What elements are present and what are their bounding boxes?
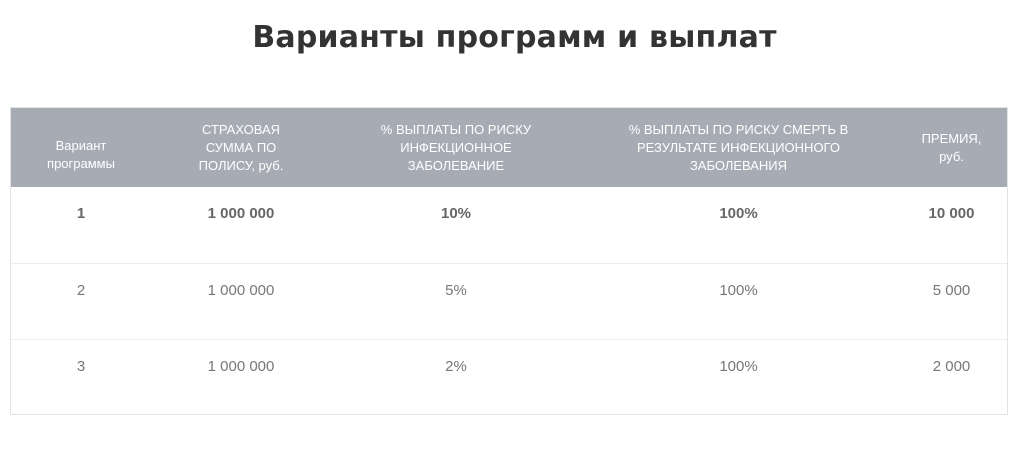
programs-table: Вариант программы СТРАХОВАЯ СУММА ПО ПОЛ…	[10, 107, 1008, 415]
header-sum-line-1: СТРАХОВАЯ	[201, 121, 281, 137]
header-variant-line-1: Вариант	[55, 137, 107, 153]
table-header: Вариант программы СТРАХОВАЯ СУММА ПО ПОЛ…	[11, 108, 1007, 187]
header-payout-illness: % ВЫПЛАТЫ ПО РИСКУ ИНФЕКЦИОННОЕ ЗАБОЛЕВА…	[331, 108, 581, 187]
cell-premium: 2 000	[932, 358, 971, 375]
cell-variant: 1	[76, 205, 86, 222]
table-row: 3 1 000 000 2% 100% 2 000	[11, 339, 1007, 416]
header-death-line-3: ЗАБОЛЕВАНИЯ	[689, 157, 788, 173]
cell-premium: 10 000	[928, 205, 975, 222]
header-payout-death: % ВЫПЛАТЫ ПО РИСКУ СМЕРТЬ В РЕЗУЛЬТАТЕ И…	[581, 108, 896, 187]
header-illness-line-2: ИНФЕКЦИОННОЕ	[400, 139, 512, 155]
cell-variant: 2	[76, 282, 86, 299]
header-sum-line-3: ПОЛИСУ, руб.	[198, 157, 284, 173]
header-premium-line-1: ПРЕМИЯ,	[921, 130, 982, 146]
cell-premium: 5 000	[932, 282, 971, 299]
cell-payout-illness: 5%	[445, 282, 467, 299]
header-premium: ПРЕМИЯ, руб.	[896, 108, 1007, 187]
header-sum-line-2: СУММА ПО	[205, 139, 277, 155]
header-illness-line-1: % ВЫПЛАТЫ ПО РИСКУ	[380, 121, 532, 137]
header-variant-line-2: программы	[47, 155, 115, 171]
table-row: 2 1 000 000 5% 100% 5 000	[11, 263, 1007, 340]
page-title: Варианты программ и выплат	[252, 20, 777, 55]
header-premium-line-2: руб.	[939, 148, 964, 164]
cell-sum: 1 000 000	[207, 205, 275, 222]
header-variant: Вариант программы	[11, 108, 151, 187]
cell-payout-illness: 10%	[440, 205, 472, 222]
cell-sum: 1 000 000	[207, 282, 275, 299]
header-death-line-2: РЕЗУЛЬТАТЕ ИНФЕКЦИОННОГО	[637, 139, 840, 155]
cell-payout-death: 100%	[719, 282, 758, 299]
cell-payout-death: 100%	[719, 358, 758, 375]
cell-payout-death: 100%	[719, 205, 758, 222]
header-death-line-1: % ВЫПЛАТЫ ПО РИСКУ СМЕРТЬ В	[628, 121, 849, 137]
header-illness-line-3: ЗАБОЛЕВАНИЕ	[407, 157, 505, 173]
table-row: 1 1 000 000 10% 100% 10 000	[11, 187, 1007, 264]
cell-payout-illness: 2%	[445, 358, 467, 375]
cell-sum: 1 000 000	[207, 358, 275, 375]
cell-variant: 3	[76, 358, 86, 375]
header-insurance-sum: СТРАХОВАЯ СУММА ПО ПОЛИСУ, руб.	[151, 108, 331, 187]
